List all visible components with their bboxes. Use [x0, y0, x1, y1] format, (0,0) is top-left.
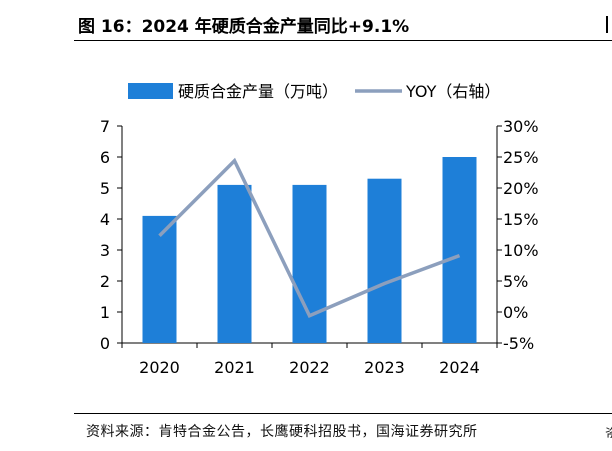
x-tick-label: 2020 — [139, 358, 180, 377]
title-rule — [74, 40, 612, 41]
bar-2020 — [142, 215, 177, 343]
line-series — [158, 157, 461, 318]
right-tick-label: -5% — [503, 334, 534, 353]
left-tick-label: 0 — [100, 334, 110, 353]
bar-2022 — [292, 184, 327, 343]
bar-2024 — [442, 157, 477, 343]
x-tick-label: 2024 — [439, 358, 480, 377]
legend-bar-label: 硬质合金产量（万吨） — [178, 82, 338, 101]
right-tick-label: 20% — [503, 179, 539, 198]
bar-2023 — [367, 178, 402, 343]
right-edge-mark — [606, 16, 608, 33]
left-tick-label: 3 — [100, 241, 110, 260]
right-tick-label: 30% — [503, 117, 539, 136]
cropped-char: 资 — [605, 424, 612, 438]
right-tick-label: 25% — [503, 148, 539, 167]
left-tick-label: 2 — [100, 272, 110, 291]
chart-area: 硬质合金产量（万吨） YOY（右轴） 0 1 2 3 4 5 6 7 -5% 0% 5% 10% 15% 2… — [100, 82, 539, 377]
legend-bar-swatch — [128, 83, 173, 99]
legend: 硬质合金产量（万吨） YOY（右轴） — [128, 82, 500, 101]
x-tick-label: 2023 — [364, 358, 405, 377]
bar-2021 — [217, 184, 252, 343]
source-rule — [74, 413, 612, 414]
left-tick-label: 5 — [100, 179, 110, 198]
figure-header: 图 16：2024 年硬质合金产量同比+9.1% — [74, 10, 612, 40]
right-tick-label: 5% — [503, 272, 528, 291]
figure-title: 图 16：2024 年硬质合金产量同比+9.1% — [78, 17, 410, 37]
legend-line-label: YOY（右轴） — [405, 82, 500, 101]
left-tick-label: 6 — [100, 148, 110, 167]
right-tick-label: 15% — [503, 210, 539, 229]
left-tick-label: 1 — [100, 303, 110, 322]
x-tick-label: 2022 — [289, 358, 330, 377]
right-tick-label: 0% — [503, 303, 528, 322]
x-tick-label: 2021 — [214, 358, 255, 377]
left-tick-label: 7 — [100, 117, 110, 136]
source-note: 资料来源：肯特合金公告，长鹰硬科招股书，国海证券研究所 — [86, 424, 478, 440]
axes: 0 1 2 3 4 5 6 7 -5% 0% 5% 10% 15% 20% 25% 30% 2020 2021 20… — [100, 117, 539, 377]
right-tick-label: 10% — [503, 241, 539, 260]
left-tick-label: 4 — [100, 210, 110, 229]
